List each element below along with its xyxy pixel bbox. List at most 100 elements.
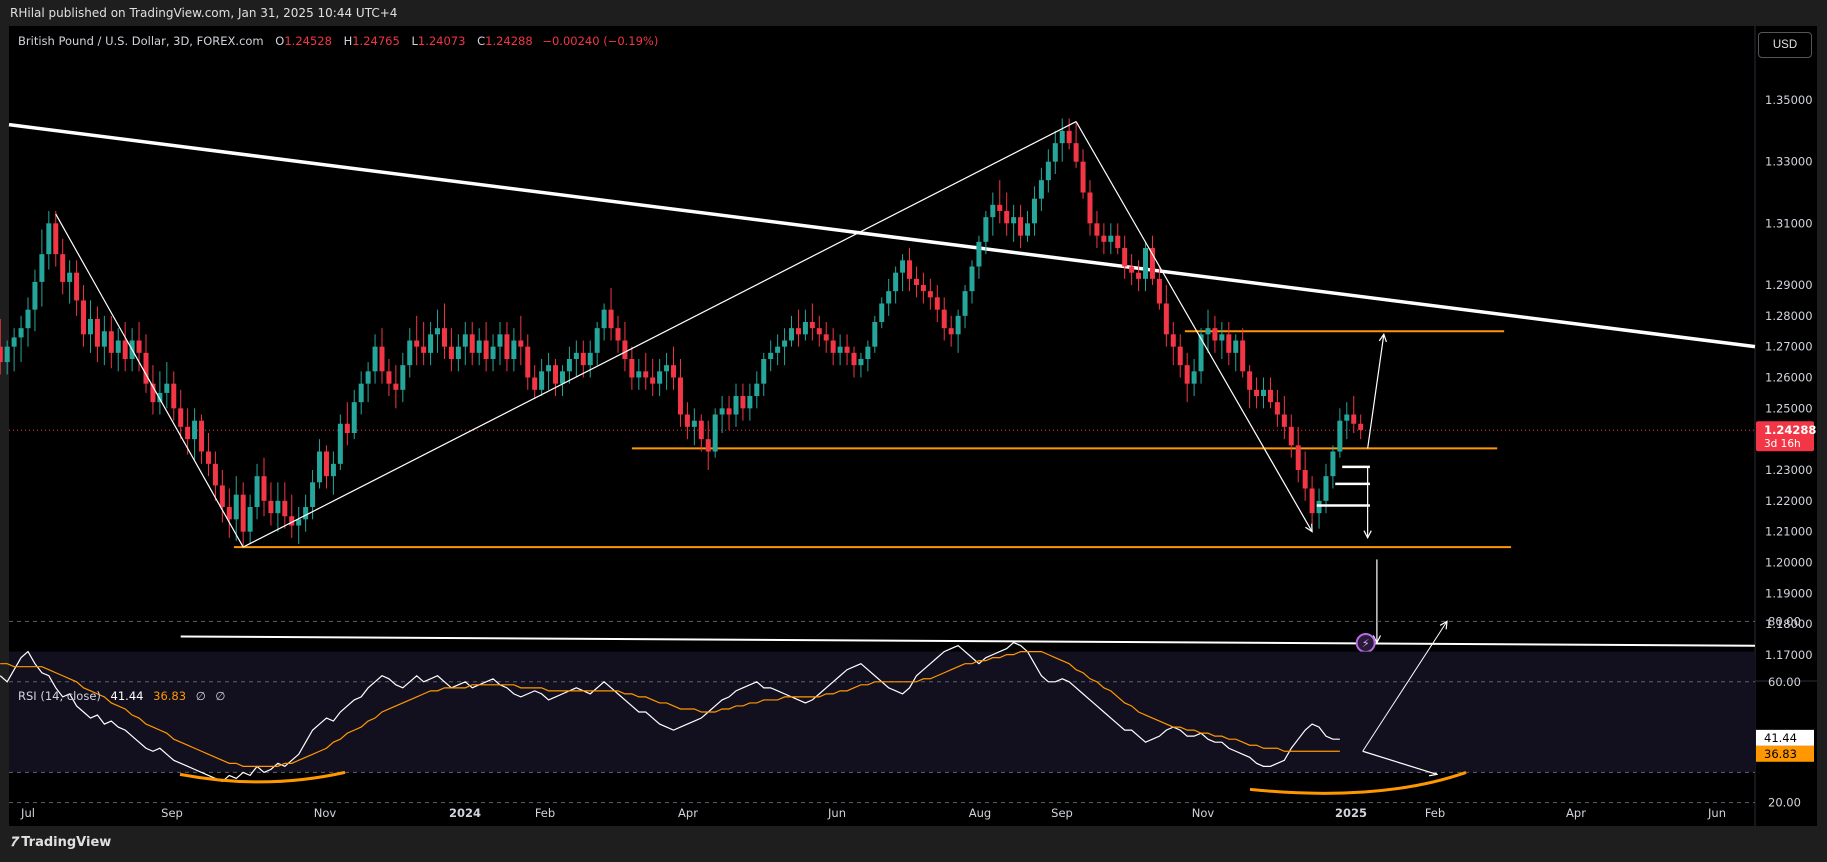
- candle-body[interactable]: [303, 507, 309, 520]
- candle-body[interactable]: [150, 383, 156, 403]
- rsi-ma-line[interactable]: [0, 650, 1340, 767]
- candle-body[interactable]: [1281, 414, 1287, 427]
- candle-body[interactable]: [886, 291, 892, 304]
- candle-body[interactable]: [1004, 211, 1010, 224]
- candle-body[interactable]: [768, 352, 774, 359]
- candle-body[interactable]: [1344, 414, 1350, 421]
- candle-body[interactable]: [261, 476, 267, 501]
- candle-body[interactable]: [296, 519, 302, 526]
- candle-body[interactable]: [247, 507, 253, 532]
- candle-body[interactable]: [421, 346, 427, 353]
- candle-body[interactable]: [1136, 272, 1142, 279]
- candle-body[interactable]: [684, 414, 690, 427]
- candle-body[interactable]: [0, 346, 3, 363]
- candle-body[interactable]: [580, 352, 586, 366]
- candle-body[interactable]: [983, 217, 989, 242]
- candle-body[interactable]: [199, 420, 205, 452]
- candle-body[interactable]: [893, 272, 899, 292]
- candle-body[interactable]: [108, 331, 114, 353]
- candle-body[interactable]: [1094, 223, 1100, 236]
- candle-body[interactable]: [1261, 389, 1267, 396]
- candle-body[interactable]: [351, 402, 357, 433]
- candle-body[interactable]: [1274, 402, 1280, 415]
- candle-body[interactable]: [1247, 371, 1253, 390]
- candle-body[interactable]: [948, 328, 954, 335]
- candle-body[interactable]: [830, 340, 836, 353]
- candle-body[interactable]: [511, 340, 517, 360]
- candle-body[interactable]: [823, 334, 829, 341]
- candle-body[interactable]: [913, 278, 919, 285]
- candle-body[interactable]: [1122, 248, 1128, 267]
- candle-body[interactable]: [1233, 340, 1239, 353]
- rsi-up-arrow[interactable]: [1362, 621, 1448, 752]
- candle-body[interactable]: [101, 331, 107, 347]
- candle-body[interactable]: [566, 359, 572, 372]
- candle-body[interactable]: [1323, 476, 1329, 501]
- candle-body[interactable]: [955, 315, 961, 335]
- candle-body[interactable]: [553, 365, 559, 384]
- candle-body[interactable]: [907, 260, 913, 279]
- candle-body[interactable]: [1219, 334, 1225, 341]
- candle-body[interactable]: [4, 346, 10, 363]
- candle-body[interactable]: [934, 297, 940, 310]
- candle-body[interactable]: [747, 396, 753, 409]
- candle-body[interactable]: [573, 352, 579, 359]
- zigzag-segment[interactable]: [1075, 121, 1313, 532]
- candle-body[interactable]: [719, 408, 725, 415]
- candle-body[interactable]: [1011, 217, 1017, 224]
- candle-body[interactable]: [879, 303, 885, 323]
- candle-body[interactable]: [240, 494, 246, 532]
- candle-body[interactable]: [601, 309, 607, 329]
- candle-body[interactable]: [1108, 235, 1114, 242]
- candle-body[interactable]: [490, 346, 496, 359]
- candle-body[interactable]: [865, 346, 871, 359]
- candle-body[interactable]: [650, 377, 656, 384]
- candle-body[interactable]: [858, 359, 864, 366]
- candle-body[interactable]: [532, 377, 538, 390]
- candle-body[interactable]: [254, 476, 260, 507]
- candle-body[interactable]: [740, 396, 746, 409]
- candle-body[interactable]: [518, 340, 524, 347]
- candle-body[interactable]: [497, 334, 503, 347]
- candle-body[interactable]: [1184, 365, 1190, 384]
- candle-body[interactable]: [844, 346, 850, 353]
- candle-body[interactable]: [25, 309, 31, 329]
- candle-body[interactable]: [962, 291, 968, 316]
- candle-body[interactable]: [67, 272, 73, 282]
- candle-body[interactable]: [192, 420, 198, 440]
- zigzag-segment[interactable]: [55, 213, 244, 548]
- candle-body[interactable]: [428, 334, 434, 353]
- candle-body[interactable]: [587, 352, 593, 366]
- candle-body[interactable]: [226, 507, 232, 520]
- candle-body[interactable]: [143, 352, 149, 384]
- candle-body[interactable]: [157, 392, 163, 403]
- candle-body[interactable]: [448, 346, 454, 359]
- candle-body[interactable]: [469, 334, 475, 353]
- candle-body[interactable]: [393, 383, 399, 390]
- symbol-title[interactable]: British Pound / U.S. Dollar, 3D, FOREX.c…: [18, 34, 264, 48]
- candle-body[interactable]: [74, 272, 80, 301]
- candle-body[interactable]: [483, 340, 489, 360]
- rsi-label[interactable]: RSI (14, close): [18, 689, 101, 703]
- candle-body[interactable]: [941, 309, 947, 329]
- candle-body[interactable]: [212, 463, 218, 486]
- downtrend-line[interactable]: [8, 122, 1756, 349]
- candle-body[interactable]: [594, 328, 600, 353]
- candle-body[interactable]: [344, 423, 350, 433]
- candle-body[interactable]: [622, 340, 628, 360]
- candle-body[interactable]: [1212, 328, 1218, 341]
- candle-body[interactable]: [629, 359, 635, 378]
- candle-body[interactable]: [1170, 334, 1176, 347]
- candle-body[interactable]: [1101, 235, 1107, 242]
- candle-body[interactable]: [435, 328, 441, 335]
- candle-body[interactable]: [1337, 420, 1343, 452]
- candle-body[interactable]: [289, 516, 295, 526]
- candle-body[interactable]: [275, 500, 281, 514]
- candle-body[interactable]: [733, 396, 739, 415]
- candle-body[interactable]: [1066, 130, 1072, 144]
- candle-body[interactable]: [1302, 470, 1308, 489]
- candle-body[interactable]: [872, 322, 878, 347]
- candle-body[interactable]: [761, 359, 767, 384]
- candle-body[interactable]: [1267, 389, 1273, 403]
